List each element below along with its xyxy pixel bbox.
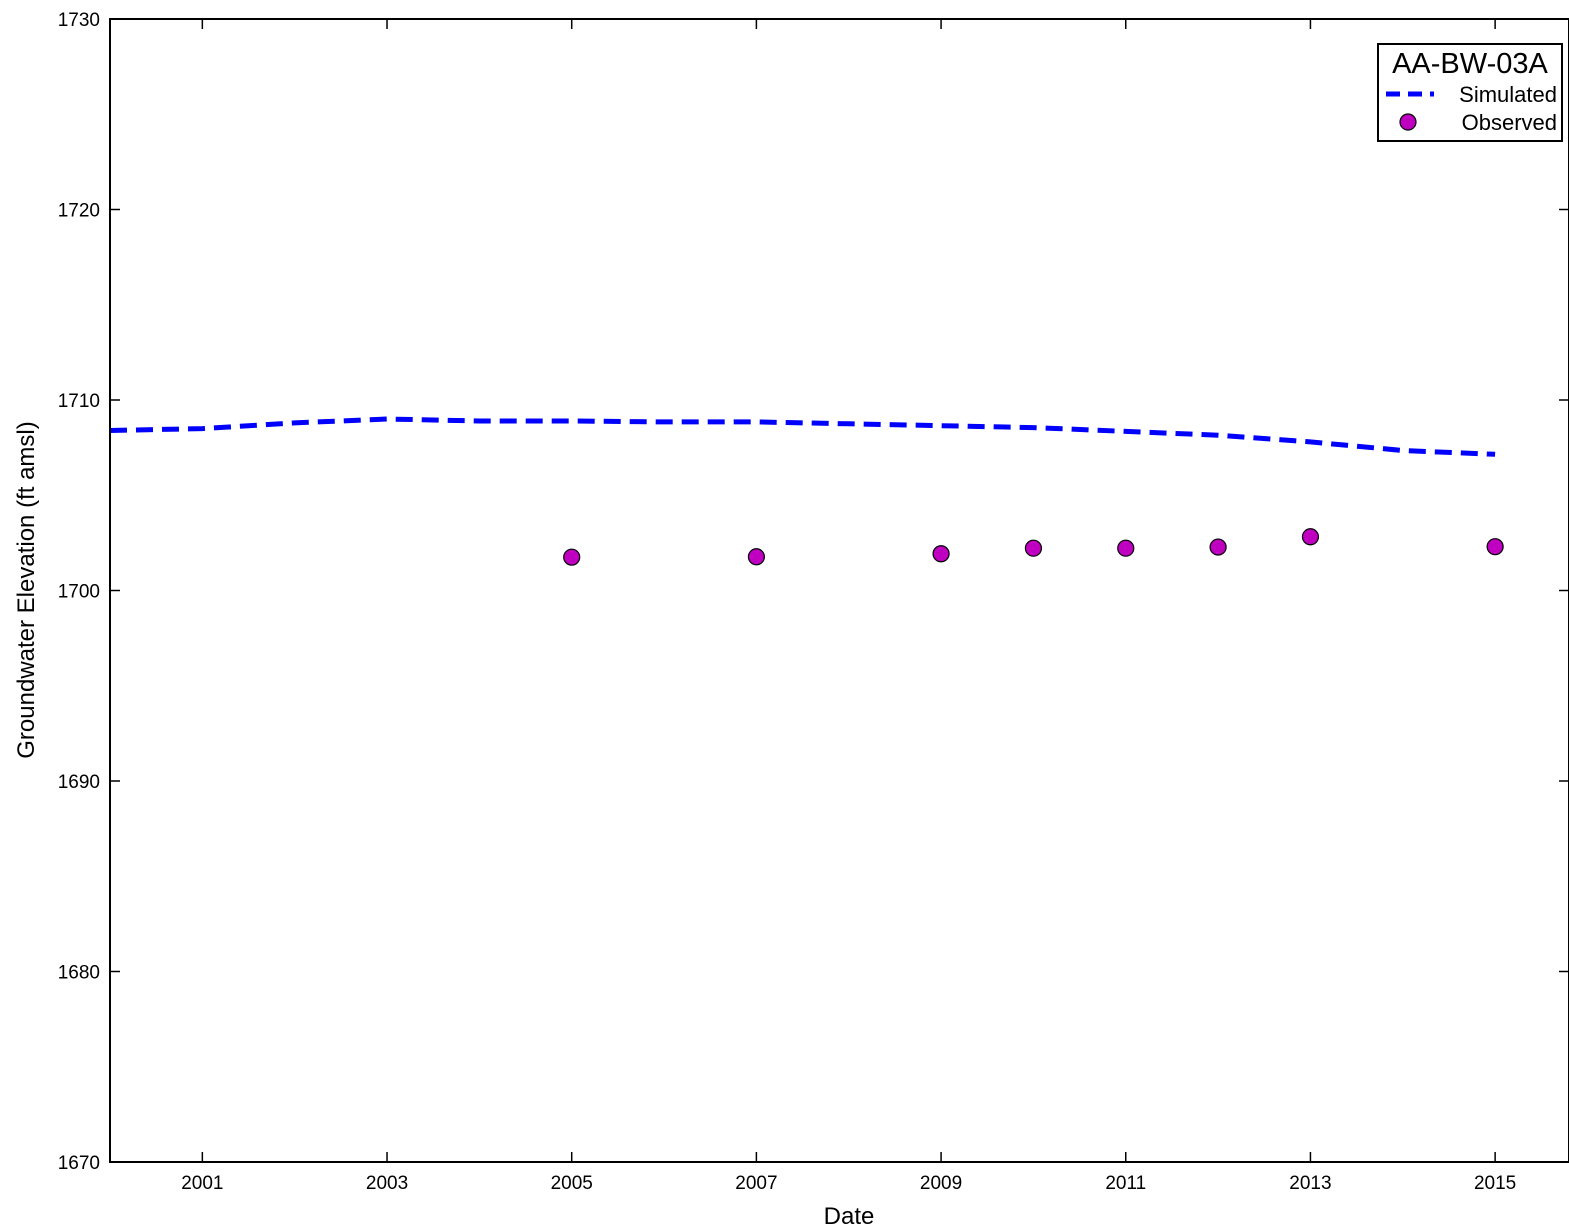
legend-title: AA-BW-03A <box>1392 48 1548 80</box>
observed-point <box>1024 539 1043 557</box>
simulated-series-line <box>109 416 1496 457</box>
x-tick-label: 2001 <box>181 1173 223 1194</box>
y-tick-label: 1720 <box>58 201 100 222</box>
observed-point <box>932 545 950 563</box>
legend-simulated-label: Simulated <box>1459 82 1557 107</box>
legend-observed-marker <box>1399 113 1417 131</box>
series-layer <box>109 416 1504 566</box>
x-tick-label: 2009 <box>920 1173 962 1194</box>
x-tick-label: 2005 <box>551 1173 593 1194</box>
plot-frame <box>109 18 1569 1163</box>
plot-area <box>110 19 1569 1162</box>
x-axis-ticks: 2001 2003 2005 2007 2009 2011 2013 2015 <box>181 19 1516 1194</box>
y-tick-label: 1680 <box>58 963 100 984</box>
observed-point <box>563 548 581 566</box>
y-axis-title: Groundwater Elevation (ft amsl) <box>13 421 40 758</box>
y-tick-label: 1670 <box>58 1153 100 1174</box>
y-tick-label: 1730 <box>58 10 100 31</box>
x-tick-label: 2015 <box>1474 1173 1516 1194</box>
y-tick-label: 1710 <box>58 391 100 412</box>
legend-observed-label: Observed <box>1462 110 1557 135</box>
x-axis-title: Date <box>824 1203 875 1228</box>
y-tick-label: 1700 <box>58 582 100 603</box>
observed-point <box>1117 539 1135 557</box>
observed-point <box>1486 538 1504 556</box>
x-tick-label: 2003 <box>366 1173 408 1194</box>
observed-point <box>747 548 765 566</box>
observed-point <box>1301 528 1320 546</box>
y-tick-label: 1690 <box>58 772 100 793</box>
observed-point <box>1209 538 1227 556</box>
x-tick-label: 2011 <box>1105 1173 1146 1194</box>
x-tick-label: 2007 <box>735 1173 777 1194</box>
x-tick-label: 2013 <box>1289 1173 1331 1194</box>
legend: AA-BW-03A Simulated Observed <box>1377 43 1563 142</box>
